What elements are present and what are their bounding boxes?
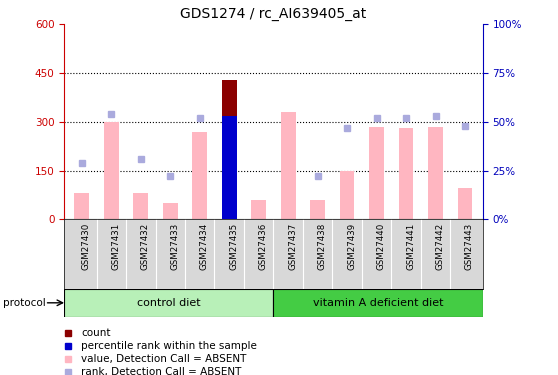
Text: GSM27436: GSM27436 — [259, 223, 268, 270]
Text: GSM27435: GSM27435 — [229, 223, 238, 270]
Bar — [273, 289, 483, 317]
Bar — [222, 116, 237, 219]
Bar — [251, 200, 266, 219]
Bar — [458, 188, 473, 219]
Text: GSM27438: GSM27438 — [318, 223, 326, 270]
Bar — [193, 132, 207, 219]
Text: vitamin A deficient diet: vitamin A deficient diet — [313, 298, 443, 308]
Text: GSM27434: GSM27434 — [200, 223, 209, 270]
Bar — [369, 127, 384, 219]
Title: GDS1274 / rc_AI639405_at: GDS1274 / rc_AI639405_at — [180, 7, 367, 21]
Bar — [281, 112, 296, 219]
Bar — [398, 128, 413, 219]
Text: GSM27433: GSM27433 — [170, 223, 179, 270]
Bar — [310, 200, 325, 219]
Text: value, Detection Call = ABSENT: value, Detection Call = ABSENT — [81, 354, 246, 364]
Bar — [74, 194, 89, 219]
Text: percentile rank within the sample: percentile rank within the sample — [81, 341, 257, 351]
Text: GSM27439: GSM27439 — [347, 223, 356, 270]
Text: GSM27430: GSM27430 — [82, 223, 91, 270]
Text: GSM27441: GSM27441 — [406, 223, 415, 270]
Text: count: count — [81, 328, 110, 338]
Text: GSM27440: GSM27440 — [377, 223, 386, 270]
Text: GSM27443: GSM27443 — [465, 223, 474, 270]
Bar — [163, 203, 177, 219]
Bar — [222, 83, 237, 219]
Text: control diet: control diet — [137, 298, 201, 308]
Bar — [64, 289, 273, 317]
Bar — [104, 122, 119, 219]
Text: GSM27437: GSM27437 — [288, 223, 297, 270]
Bar — [133, 194, 148, 219]
Bar — [340, 171, 354, 219]
Text: GSM27431: GSM27431 — [112, 223, 121, 270]
Text: protocol: protocol — [3, 298, 46, 308]
Bar — [428, 127, 443, 219]
Bar — [222, 80, 237, 219]
Text: GSM27442: GSM27442 — [435, 223, 445, 270]
Text: rank, Detection Call = ABSENT: rank, Detection Call = ABSENT — [81, 368, 241, 375]
Text: GSM27432: GSM27432 — [141, 223, 150, 270]
